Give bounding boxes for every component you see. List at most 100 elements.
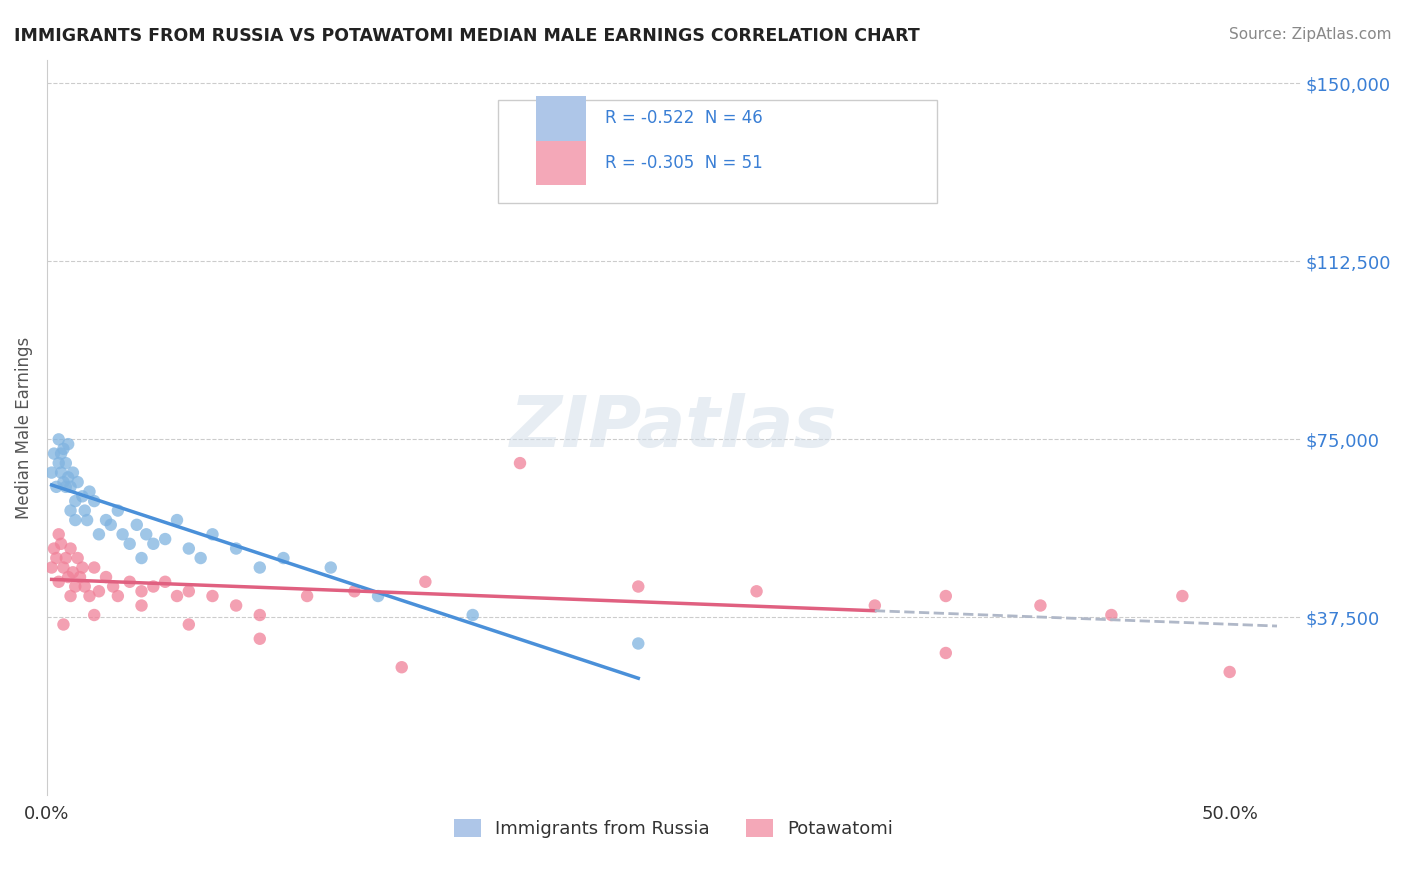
Point [153,574,176,589]
Point [59,541,82,556]
Point [249,560,271,574]
Point [627,636,650,650]
Point [41,560,63,574]
Point [225,541,247,556]
Legend: Immigrants from Russia, Potawatomi: Immigrants from Russia, Potawatomi [447,812,901,846]
Point [131,551,153,566]
Point [177,541,200,556]
Point [177,584,200,599]
Point [319,560,342,574]
Point [745,584,768,599]
Point [45,551,67,566]
Point [42,447,65,461]
Point [83,560,105,574]
Point [62,466,84,480]
Bar [536,141,586,185]
Text: R = -0.522  N = 46: R = -0.522 N = 46 [605,110,762,128]
Bar [536,96,586,141]
Text: R = -0.305  N = 51: R = -0.305 N = 51 [605,153,762,171]
Point [111,527,134,541]
Point [107,503,129,517]
Point [367,589,389,603]
Point [66,551,89,566]
Point [131,599,153,613]
Point [1171,589,1194,603]
Point [627,580,650,594]
Point [201,527,224,541]
Point [87,584,110,599]
Point [1029,599,1052,613]
Point [42,541,65,556]
Point [249,632,271,646]
Point [52,560,75,574]
Point [55,456,77,470]
Point [1219,665,1241,679]
Point [56,470,79,484]
Point [48,433,70,447]
Point [135,527,157,541]
Point [935,646,957,660]
Point [49,466,72,480]
Point [166,589,188,603]
Point [509,456,531,470]
Point [863,599,886,613]
Point [48,574,70,589]
Point [56,437,79,451]
Point [56,570,79,584]
Text: IMMIGRANTS FROM RUSSIA VS POTAWATOMI MEDIAN MALE EARNINGS CORRELATION CHART: IMMIGRANTS FROM RUSSIA VS POTAWATOMI MED… [14,27,920,45]
Point [190,551,212,566]
Point [1099,607,1122,622]
Point [73,580,96,594]
Point [935,589,957,603]
Point [461,607,484,622]
Point [94,513,117,527]
Point [76,513,98,527]
Point [94,570,117,584]
Point [52,442,75,456]
FancyBboxPatch shape [498,100,936,203]
Point [48,456,70,470]
Point [100,517,122,532]
Point [59,589,82,603]
Point [225,599,247,613]
Point [55,480,77,494]
Point [52,475,75,489]
Point [107,589,129,603]
Point [201,589,224,603]
Point [83,607,105,622]
Point [55,551,77,566]
Point [153,532,176,546]
Point [79,589,101,603]
Point [41,466,63,480]
Point [142,580,165,594]
Point [69,570,91,584]
Text: ZIPatlas: ZIPatlas [510,393,838,462]
Point [391,660,413,674]
Point [66,475,89,489]
Point [49,447,72,461]
Point [48,527,70,541]
Point [59,480,82,494]
Point [101,580,124,594]
Point [125,517,148,532]
Point [118,574,141,589]
Point [65,513,87,527]
Point [62,566,84,580]
Point [79,484,101,499]
Point [166,513,188,527]
Point [295,589,318,603]
Point [142,537,165,551]
Point [72,560,94,574]
Point [415,574,437,589]
Point [249,607,271,622]
Point [65,580,87,594]
Point [52,617,75,632]
Point [177,617,200,632]
Point [65,494,87,508]
Point [45,480,67,494]
Point [343,584,366,599]
Point [273,551,295,566]
Point [83,494,105,508]
Point [87,527,110,541]
Point [118,537,141,551]
